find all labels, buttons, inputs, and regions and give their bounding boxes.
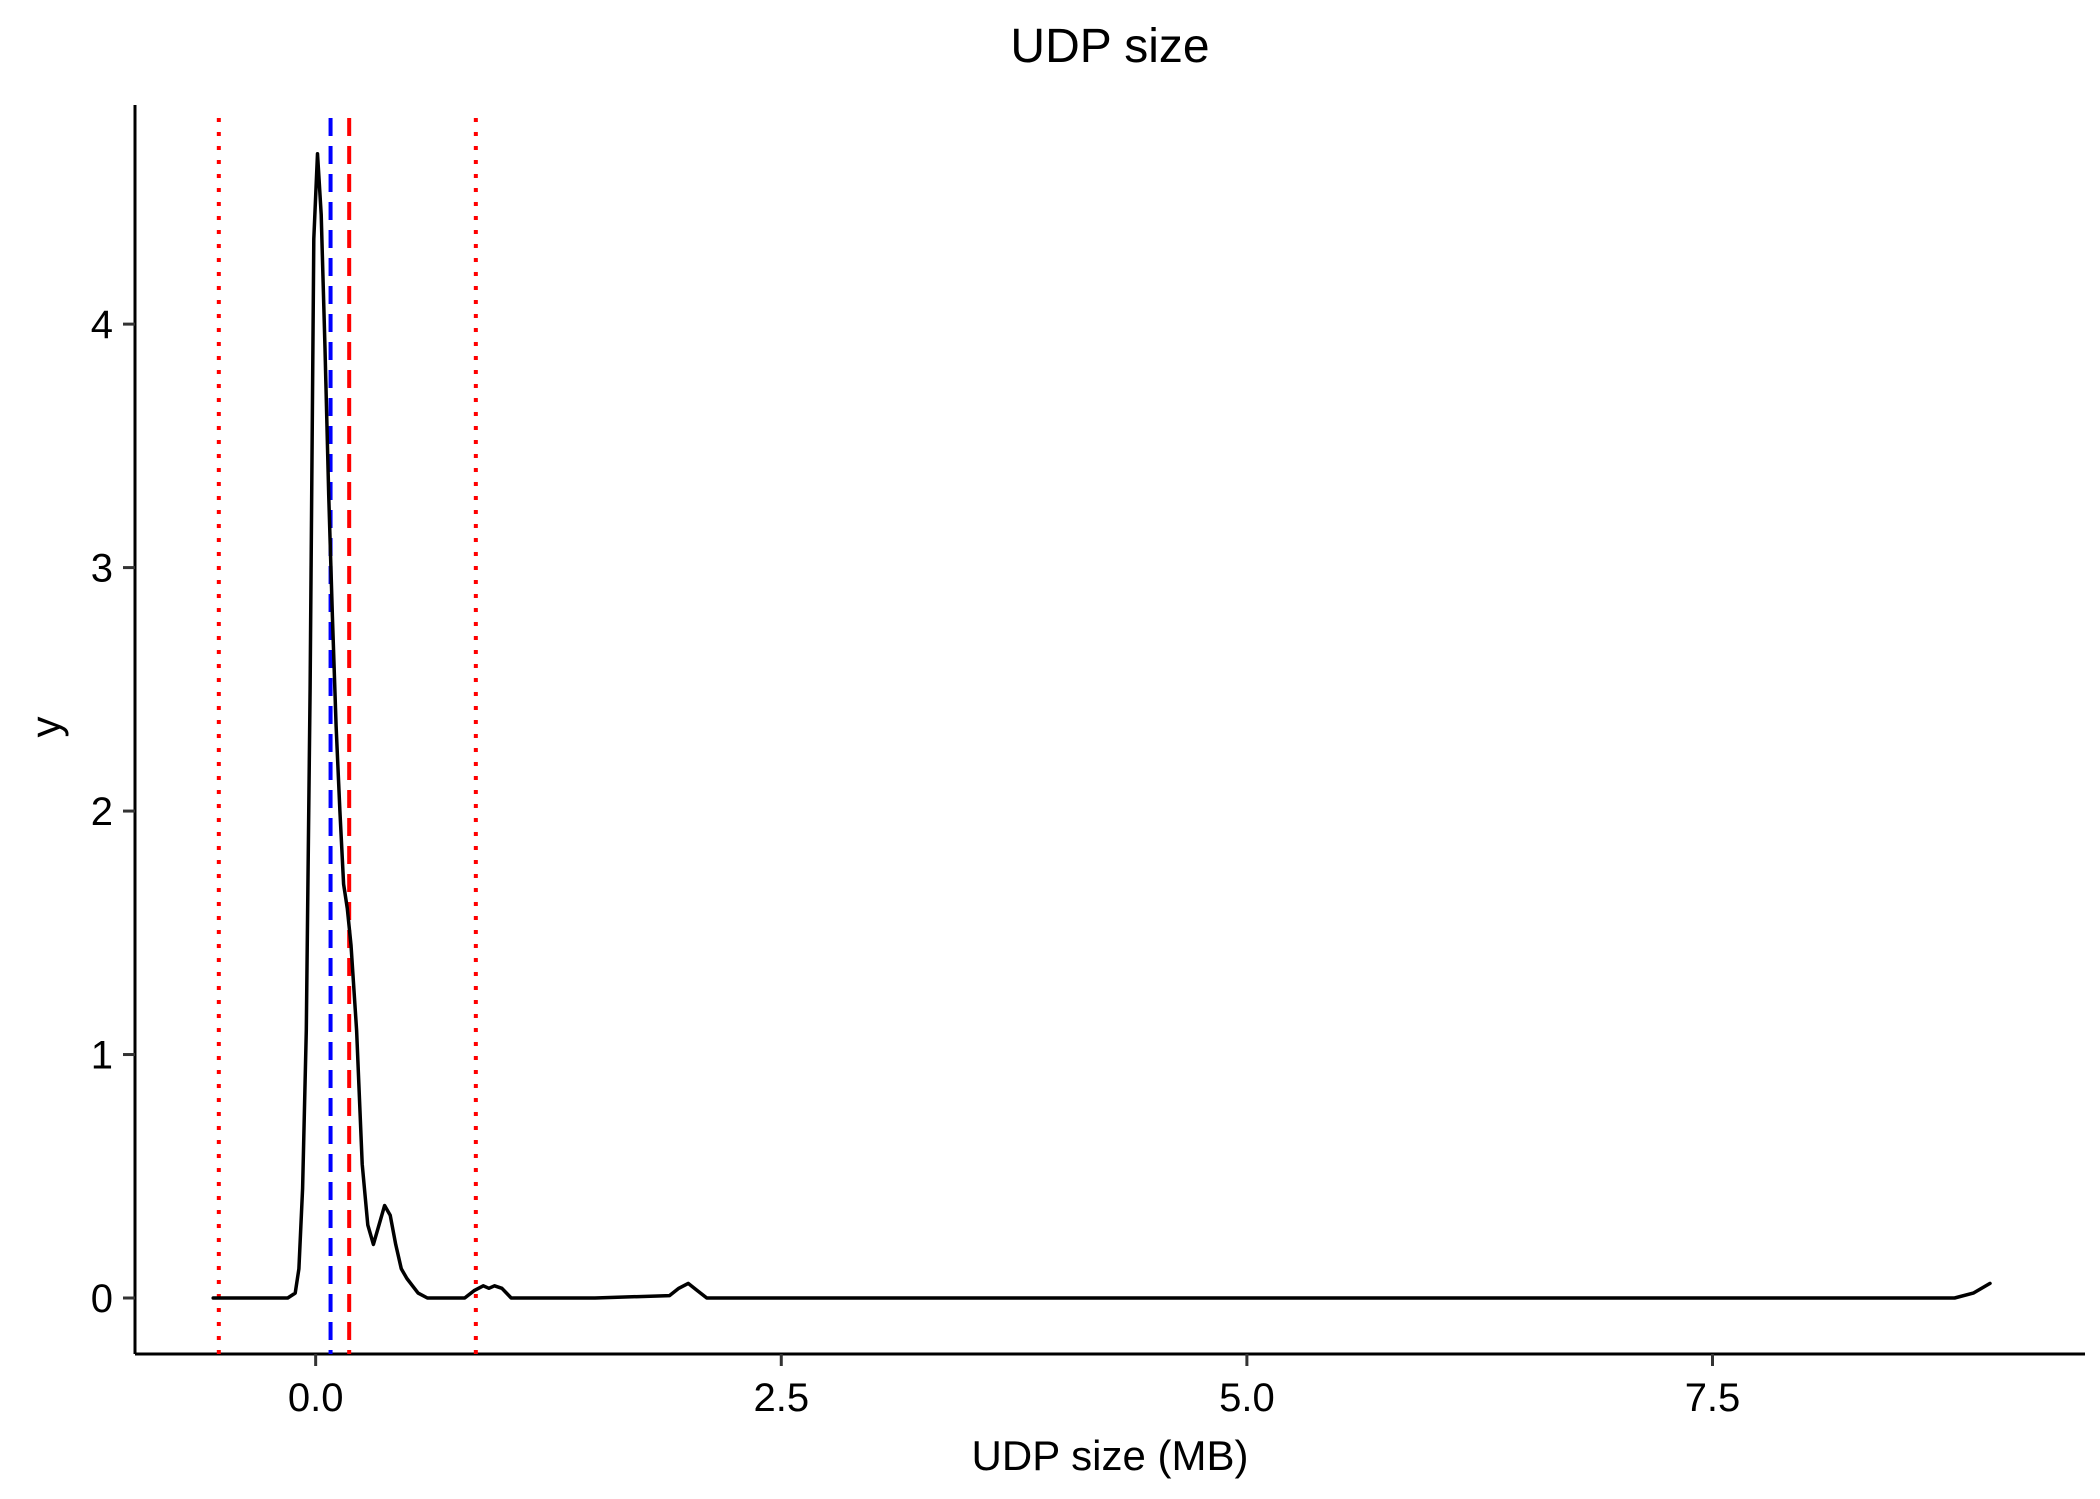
- density-curve: [211, 151, 1992, 1300]
- y-tick-label: 1: [91, 1034, 113, 1078]
- y-tick-label: 3: [91, 547, 113, 591]
- x-axis-label: UDP size (MB): [972, 1432, 1249, 1479]
- chart-title: UDP size: [1010, 20, 1209, 73]
- y-tick-label: 4: [91, 303, 113, 347]
- y-tick-label: 0: [91, 1277, 113, 1321]
- plot-area: 0.0 2.5 5.0 7.5 0 1 2 3 4: [91, 105, 2085, 1420]
- x-tick-label: 5.0: [1219, 1376, 1275, 1420]
- x-tick-label: 7.5: [1685, 1376, 1741, 1420]
- y-axis-label: y: [22, 717, 69, 738]
- x-tick-label: 2.5: [753, 1376, 809, 1420]
- x-tick-label: 0.0: [288, 1376, 344, 1420]
- y-tick-label: 2: [91, 790, 113, 834]
